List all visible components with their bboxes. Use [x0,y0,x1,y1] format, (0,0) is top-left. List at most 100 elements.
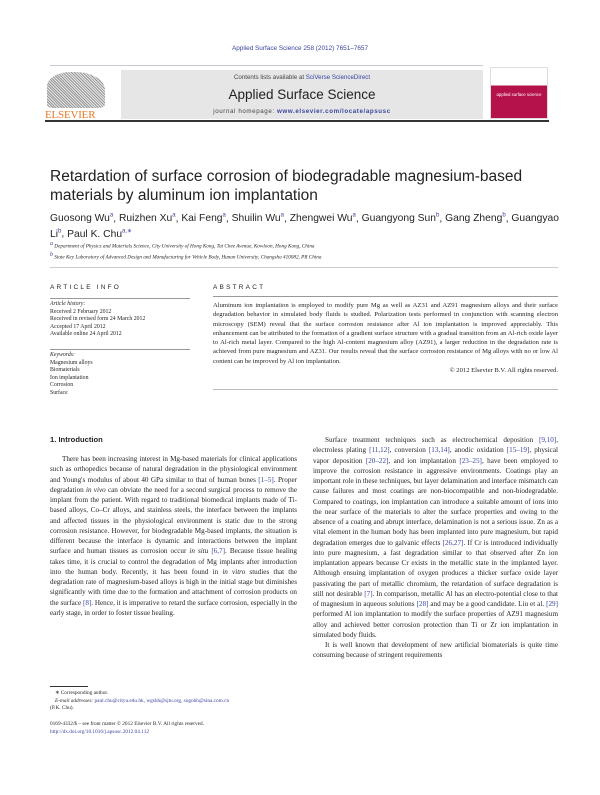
text-run: . Proper degradation [50,475,297,494]
affiliation-text: Department of Physics and Materials Scie… [54,243,315,250]
email-label: E-mail addresses: [55,697,95,704]
right-column: Surface treatment techniques such as ele… [313,435,558,661]
keyword: Biomaterials [50,367,80,374]
citation-link[interactable]: [11,12] [369,446,390,455]
cover-title: applied surface science [496,92,542,97]
journal-header: Contents lists available at SciVerse Sci… [121,70,483,119]
issn-block: 0169-4332/$ – see front matter © 2012 El… [50,721,330,736]
affiliation: a Department of Physics and Materials Sc… [50,240,560,251]
divider [50,267,558,268]
divider [45,120,549,122]
doi-link[interactable]: http://dx.doi.org/10.1016/j.apsusc.2012.… [50,728,150,735]
author[interactable]: Paul K. Chua,∗ [67,228,133,240]
divider [50,65,483,66]
author[interactable]: Guosong Wua [50,213,114,225]
journal-reference[interactable]: Applied Surface Science 258 (2012) 7651–… [231,45,369,52]
text-run: , physical vapor deposition [313,446,559,465]
footnote: ∗ Corresponding author. E-mail addresses… [50,690,310,713]
author-marker: b [436,213,440,219]
author-marker: b [502,213,506,219]
citation-link[interactable]: [23–25] [459,456,482,465]
text-run: studies that the degradation rate of mag… [50,567,298,607]
citation-link[interactable]: [29] [546,600,559,608]
citation-link[interactable]: [13,14] [428,446,450,455]
citation-link[interactable]: [28] [416,600,429,608]
author-marker: a,∗ [122,228,133,235]
footnote-rule [50,686,88,687]
author[interactable]: Guangyao Lib [50,213,559,240]
contents-prefix: Contents lists available at [233,74,306,81]
homepage-line: journal homepage: www.elsevier.com/locat… [121,108,483,115]
author-marker: a [352,213,356,219]
text-run: . Because tissue healing takes time, it … [50,547,297,576]
author[interactable]: Ruizhen Xua [119,213,176,225]
divider [213,296,558,297]
divider [50,349,190,350]
text-run: , conversion [389,446,429,455]
affiliation-text: State Key Laboratory of Advanced Design … [54,254,322,261]
keywords: Keywords: Magnesium alloys Biomaterials … [50,352,190,398]
citation-link[interactable]: [15–19] [506,446,530,455]
affiliations: a Department of Physics and Materials Sc… [50,240,560,261]
text-run: performed Al ion implantation to modify … [313,610,558,639]
section-heading: 1. Introduction [50,435,103,444]
keyword: Magnesium alloys [50,359,93,366]
homepage-link[interactable]: www.elsevier.com/locate/apsusc [277,108,391,115]
text-run: . Hence, it is imperative to retard the … [50,598,297,617]
article-title: Retardation of surface corrosion of biod… [50,168,523,204]
text-run: , anodic oxidation [449,446,507,455]
citation-link[interactable]: [7] [364,589,373,598]
author-marker: a [109,213,114,219]
italic-term: in situ [189,547,209,556]
corresponding-note: ∗ Corresponding author. [55,690,109,696]
issn-line: 0169-4332/$ – see front matter © 2012 El… [50,721,204,727]
history-item: Accepted 17 April 2012 [50,323,106,330]
history-item: Received in revised form 24 March 2012 [50,316,146,323]
email-suffix: (P.K. Chu). [50,705,74,712]
abstract-heading: ABSTRACT [213,284,266,291]
citation-link[interactable]: [26,27] [442,538,464,547]
citation-link[interactable]: [9,10] [538,436,557,444]
text-run: . In comparison, metallic Al has an elec… [313,589,558,608]
keyword: Corrosion [50,382,74,389]
italic-term: in vivo [85,485,106,494]
text-run: can obviate the need for a second surgic… [50,485,297,556]
publisher-name: ELSEVIER [45,109,96,121]
author[interactable]: Kai Fenga [181,213,226,225]
affiliation-marker: a [50,241,53,247]
author[interactable]: Shuilin Wua [231,213,284,225]
text-run: Surface treatment techniques such as ele… [325,436,539,444]
citation-link[interactable]: [8] [82,598,92,607]
sciencedirect-link[interactable]: SciVerse ScienceDirect [305,74,371,81]
paragraph: There has been increasing interest in Mg… [50,454,297,618]
citation-link[interactable]: [20–22] [365,456,389,465]
journal-cover: applied surface science [490,67,548,119]
affiliation-marker: b [50,251,53,258]
citation-link[interactable]: [6,7] [211,547,226,556]
keyword: Surface [50,389,68,396]
author[interactable]: Zhengwei Wua [289,213,356,225]
email-links[interactable]: paul.chu@cityu.edu.hk, wgshh@sjtu.org, s… [94,697,230,704]
divider [213,389,558,390]
paragraph: Surface treatment techniques such as ele… [313,435,558,640]
copyright: © 2012 Elsevier B.V. All rights reserved… [449,367,558,375]
elsevier-tree-icon [47,72,105,108]
text-run: There has been increasing interest in Mg… [50,455,297,484]
affiliation: b State Key Laboratory of Advanced Desig… [50,251,560,262]
author[interactable]: Guangyong Sunb [361,213,440,225]
author-marker: a [222,213,226,219]
divider [50,298,190,299]
history-item: Available online 24 April 2012 [50,331,122,338]
keyword: Ion implantation [50,374,89,381]
author-marker: a [280,213,284,219]
keywords-label: Keywords: [50,352,75,358]
text-run: and may be a good candidate. Liu et al. [428,600,547,608]
article-info-heading: ARTICLE INFO [50,284,122,291]
citation-link[interactable]: [1–5] [258,475,274,484]
text-run: , have been employed to improve the corr… [313,456,558,547]
contents-line: Contents lists available at SciVerse Sci… [121,74,483,81]
history-label: Article history: [50,301,86,307]
italic-term: in vitro [222,567,246,576]
paragraph: It is well known that development of new… [313,641,558,660]
author[interactable]: Gang Zhengb [445,213,506,225]
